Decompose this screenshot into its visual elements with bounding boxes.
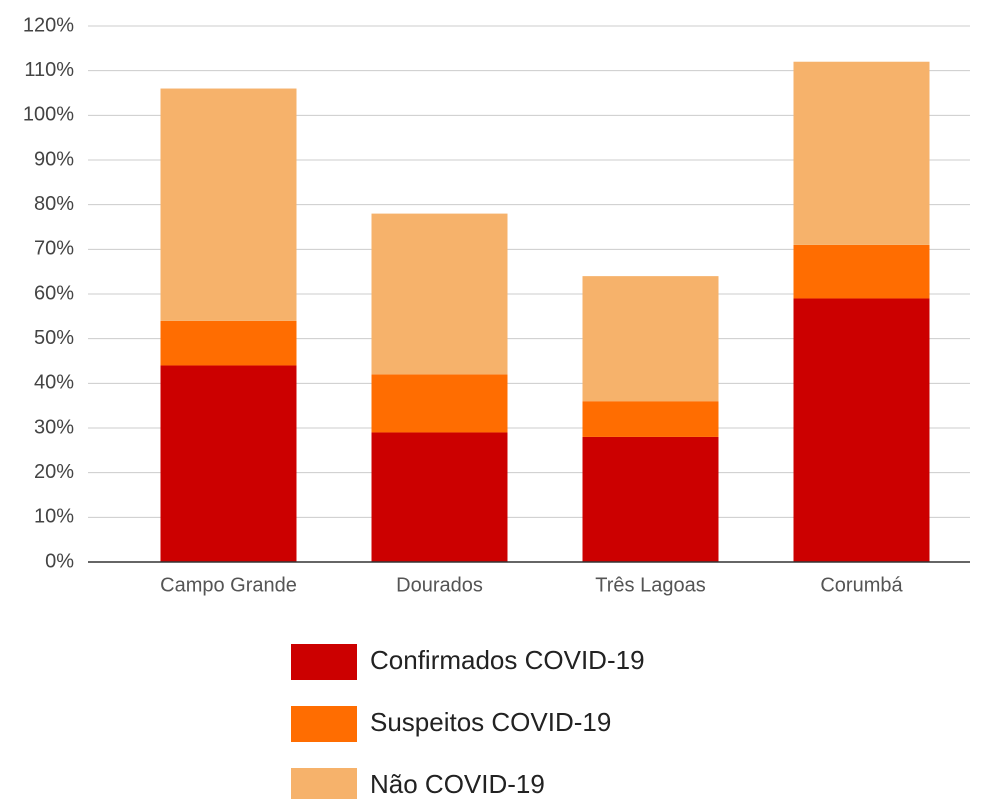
y-tick-label: 40% bbox=[34, 372, 74, 394]
bar-segment bbox=[582, 436, 719, 562]
y-tick-label: 70% bbox=[34, 238, 74, 260]
y-tick-label: 10% bbox=[34, 506, 74, 528]
bar-segment bbox=[793, 244, 930, 299]
bar-segment bbox=[793, 61, 930, 245]
y-tick-label: 0% bbox=[45, 550, 74, 572]
bar-segment bbox=[160, 88, 297, 321]
bar-segment bbox=[160, 365, 297, 562]
bar-segment bbox=[582, 401, 719, 437]
legend-label: Confirmados COVID-19 bbox=[370, 645, 645, 675]
y-tick-label: 110% bbox=[24, 59, 74, 81]
y-tick-label: 80% bbox=[34, 193, 74, 215]
x-tick-label: Campo Grande bbox=[160, 574, 297, 596]
y-tick-label: 30% bbox=[34, 416, 74, 438]
y-tick-label: 120% bbox=[23, 14, 74, 36]
bar-segment bbox=[160, 320, 297, 366]
y-tick-label: 20% bbox=[34, 461, 74, 483]
legend-swatch bbox=[291, 644, 357, 680]
bar-segment bbox=[371, 374, 508, 433]
legend-label: Não COVID-19 bbox=[370, 769, 545, 799]
y-tick-label: 60% bbox=[34, 282, 74, 304]
x-tick-label: Corumbá bbox=[820, 574, 903, 596]
bar-segment bbox=[582, 276, 719, 402]
bar-segment bbox=[371, 432, 508, 562]
bar-segment bbox=[371, 213, 508, 375]
x-tick-label: Dourados bbox=[396, 574, 483, 596]
legend-swatch bbox=[291, 706, 357, 742]
y-tick-label: 50% bbox=[34, 327, 74, 349]
y-tick-label: 90% bbox=[34, 148, 74, 170]
legend-label: Suspeitos COVID-19 bbox=[370, 707, 611, 737]
x-tick-label: Três Lagoas bbox=[595, 574, 705, 596]
bar-segment bbox=[793, 298, 930, 562]
y-tick-label: 100% bbox=[23, 104, 74, 126]
legend-swatch bbox=[291, 768, 357, 799]
